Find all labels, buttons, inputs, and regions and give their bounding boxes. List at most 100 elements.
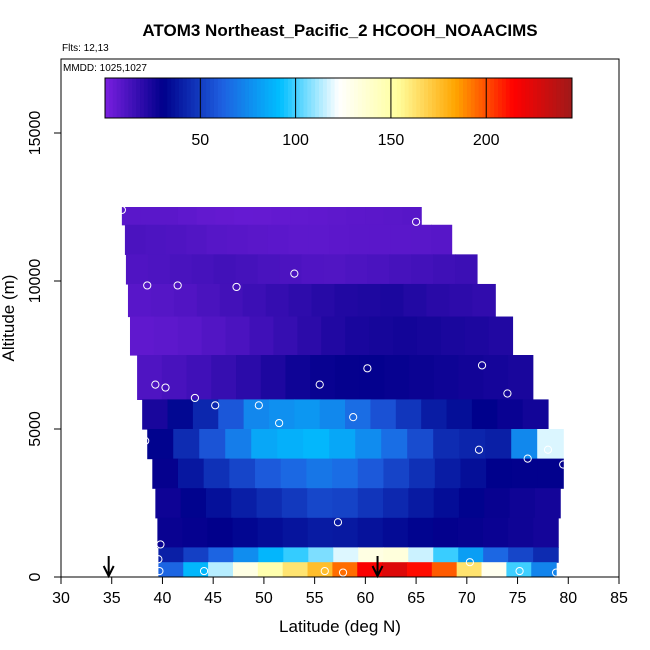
heatmap-cell-5-7 <box>310 355 336 400</box>
heatmap-cell-9-10 <box>408 488 435 519</box>
heatmap-cell-3-4 <box>219 283 244 318</box>
heatmap-cell-5-14 <box>483 355 509 400</box>
plot-frame <box>60 58 620 578</box>
colorbar-segment-94 <box>470 78 476 118</box>
heatmap-cell-8-7 <box>332 458 359 489</box>
heatmap-cell-1-15 <box>431 224 453 255</box>
heatmap-cell-4-0 <box>129 316 155 356</box>
colorbar-segment-54 <box>315 78 320 118</box>
heatmap-cell-0-9 <box>290 207 310 226</box>
sample-point-30 <box>199 566 209 576</box>
heatmap-cell-9-8 <box>357 488 384 519</box>
heatmap-cell-3-15 <box>472 283 496 318</box>
colorbar-segment-34 <box>237 78 242 118</box>
colorbar-segment-51 <box>303 78 308 118</box>
colorbar-segment-98 <box>486 78 491 118</box>
colorbar-segment-84 <box>431 78 437 118</box>
heatmap-cell-12-3 <box>232 562 259 577</box>
sample-point-13 <box>190 393 200 403</box>
heatmap-cell-4-9 <box>345 316 370 356</box>
heatmap-cell-3-5 <box>242 283 267 318</box>
heatmap-cell-0-13 <box>365 207 385 226</box>
heatmap-cell-4-14 <box>464 316 490 356</box>
heatmap-cell-10-1 <box>182 517 209 548</box>
y-axis-label: Altitude (m) <box>0 275 18 362</box>
heatmap-cell-3-14 <box>449 283 473 318</box>
heatmap-cell-2-1 <box>147 254 171 285</box>
chart-title: ATOM3 Northeast_Pacific_2 HCOOH_NOAACIMS <box>142 21 537 40</box>
colorbar-segment-27 <box>210 78 215 118</box>
sample-point-17 <box>503 389 512 398</box>
heatmap-cell-2-4 <box>213 254 237 285</box>
x-axis: 30 35 40 45 50 55 60 65 70 75 80 85 <box>52 577 628 607</box>
heatmap-cell-7-2 <box>199 429 226 460</box>
heatmap-cell-2-2 <box>169 254 193 285</box>
sample-point-25 <box>333 518 343 527</box>
heatmap-cell-10-11 <box>432 517 459 548</box>
heatmap-cell-8-8 <box>357 458 385 489</box>
heatmap-cell-12-10 <box>406 562 433 577</box>
heatmap-cell-0-12 <box>346 207 366 226</box>
heatmap-cell-0-1 <box>140 207 160 226</box>
x-tick-label-8: 70 <box>458 590 476 607</box>
heatmap-cell-11-1 <box>183 547 209 563</box>
heatmap-cell-3-3 <box>196 283 221 318</box>
colorbar-segment-63 <box>350 78 355 118</box>
sample-point-29 <box>155 566 164 576</box>
heatmap-cell-9-14 <box>509 488 536 519</box>
heatmap-cell-10-10 <box>407 517 434 548</box>
heatmap-cell-8-5 <box>280 458 307 489</box>
heatmap-cell-0-6 <box>234 207 254 226</box>
heatmap-cell-12-6 <box>307 562 333 577</box>
heatmap-cell-12-15 <box>531 562 557 577</box>
colorbar-segment-115 <box>552 78 557 118</box>
colorbar-segment-111 <box>536 78 542 118</box>
heatmap-cell-0-4 <box>196 207 217 226</box>
colorbar-segment-50 <box>299 78 304 118</box>
date-annotation: MMDD: 1025,1027 <box>63 63 147 74</box>
colorbar-segment-91 <box>459 78 464 118</box>
colorbar-segment-6 <box>128 78 133 118</box>
colorbar-segment-69 <box>373 78 378 118</box>
heatmap-cell-4-11 <box>392 316 418 356</box>
colorbar-tick-label-1: 100 <box>282 132 309 149</box>
sample-point-11 <box>151 380 160 389</box>
sample-point-10 <box>533 353 542 363</box>
heatmap-cell-5-15 <box>508 355 534 400</box>
heatmap-cell-7-8 <box>355 429 382 460</box>
heatmap-cell-5-6 <box>285 355 311 400</box>
heatmap-cell-5-0 <box>137 355 163 400</box>
colorbar-segment-101 <box>498 78 503 118</box>
heatmap-cell-12-13 <box>481 562 507 577</box>
colorbar-segment-104 <box>509 78 515 118</box>
heatmap-cell-6-2 <box>192 399 219 430</box>
sample-point-26 <box>156 540 165 549</box>
heatmap-cell-11-3 <box>233 547 259 563</box>
heatmap-cell-5-11 <box>409 355 435 400</box>
heatmap-cell-6-15 <box>522 399 549 430</box>
colorbar-segment-49 <box>295 78 301 118</box>
colorbar-segment-103 <box>505 78 511 118</box>
colorbar-segment-25 <box>202 78 207 118</box>
heatmap-cell-3-6 <box>265 283 290 318</box>
heatmap-cell-1-13 <box>390 224 412 255</box>
y-tick-label-2: 10000 <box>27 259 44 304</box>
colorbar-segment-38 <box>252 78 258 118</box>
heatmap-cell-5-4 <box>236 355 262 400</box>
sample-point-5 <box>290 269 299 278</box>
heatmap-cell-9-6 <box>307 488 334 519</box>
colorbar-segment-1 <box>108 78 114 118</box>
latitude-arrow-0 <box>102 556 115 579</box>
colorbar-segment-16 <box>167 78 172 118</box>
heatmap-cell-4-2 <box>177 316 203 356</box>
colorbar-segment-31 <box>225 78 231 118</box>
heatmap-cell-9-1 <box>180 488 207 519</box>
heatmap-cell-5-2 <box>186 355 212 400</box>
heatmap-cell-6-6 <box>294 399 321 430</box>
heatmap-cell-0-15 <box>402 207 422 226</box>
heatmap-cell-4-6 <box>273 316 298 356</box>
heatmap-cell-4-12 <box>416 316 442 356</box>
colorbar-segment-41 <box>264 78 269 118</box>
heatmap-cell-0-5 <box>215 207 235 226</box>
sample-point-32 <box>338 568 348 577</box>
